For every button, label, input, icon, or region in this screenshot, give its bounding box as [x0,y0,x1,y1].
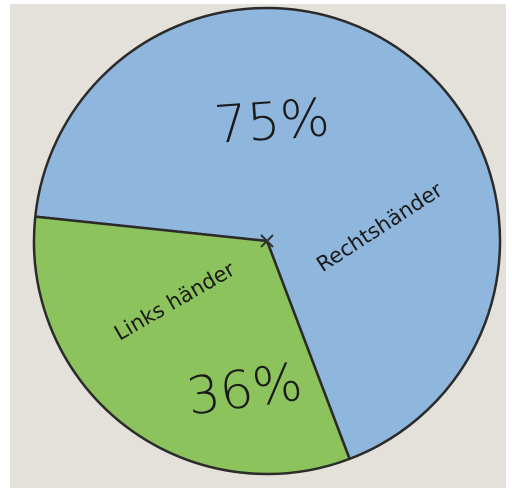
pie [32,6,502,476]
center-cross [260,234,274,248]
pie-slice [32,215,351,476]
pie-slice [34,6,502,461]
value-label: 75% [212,88,331,156]
